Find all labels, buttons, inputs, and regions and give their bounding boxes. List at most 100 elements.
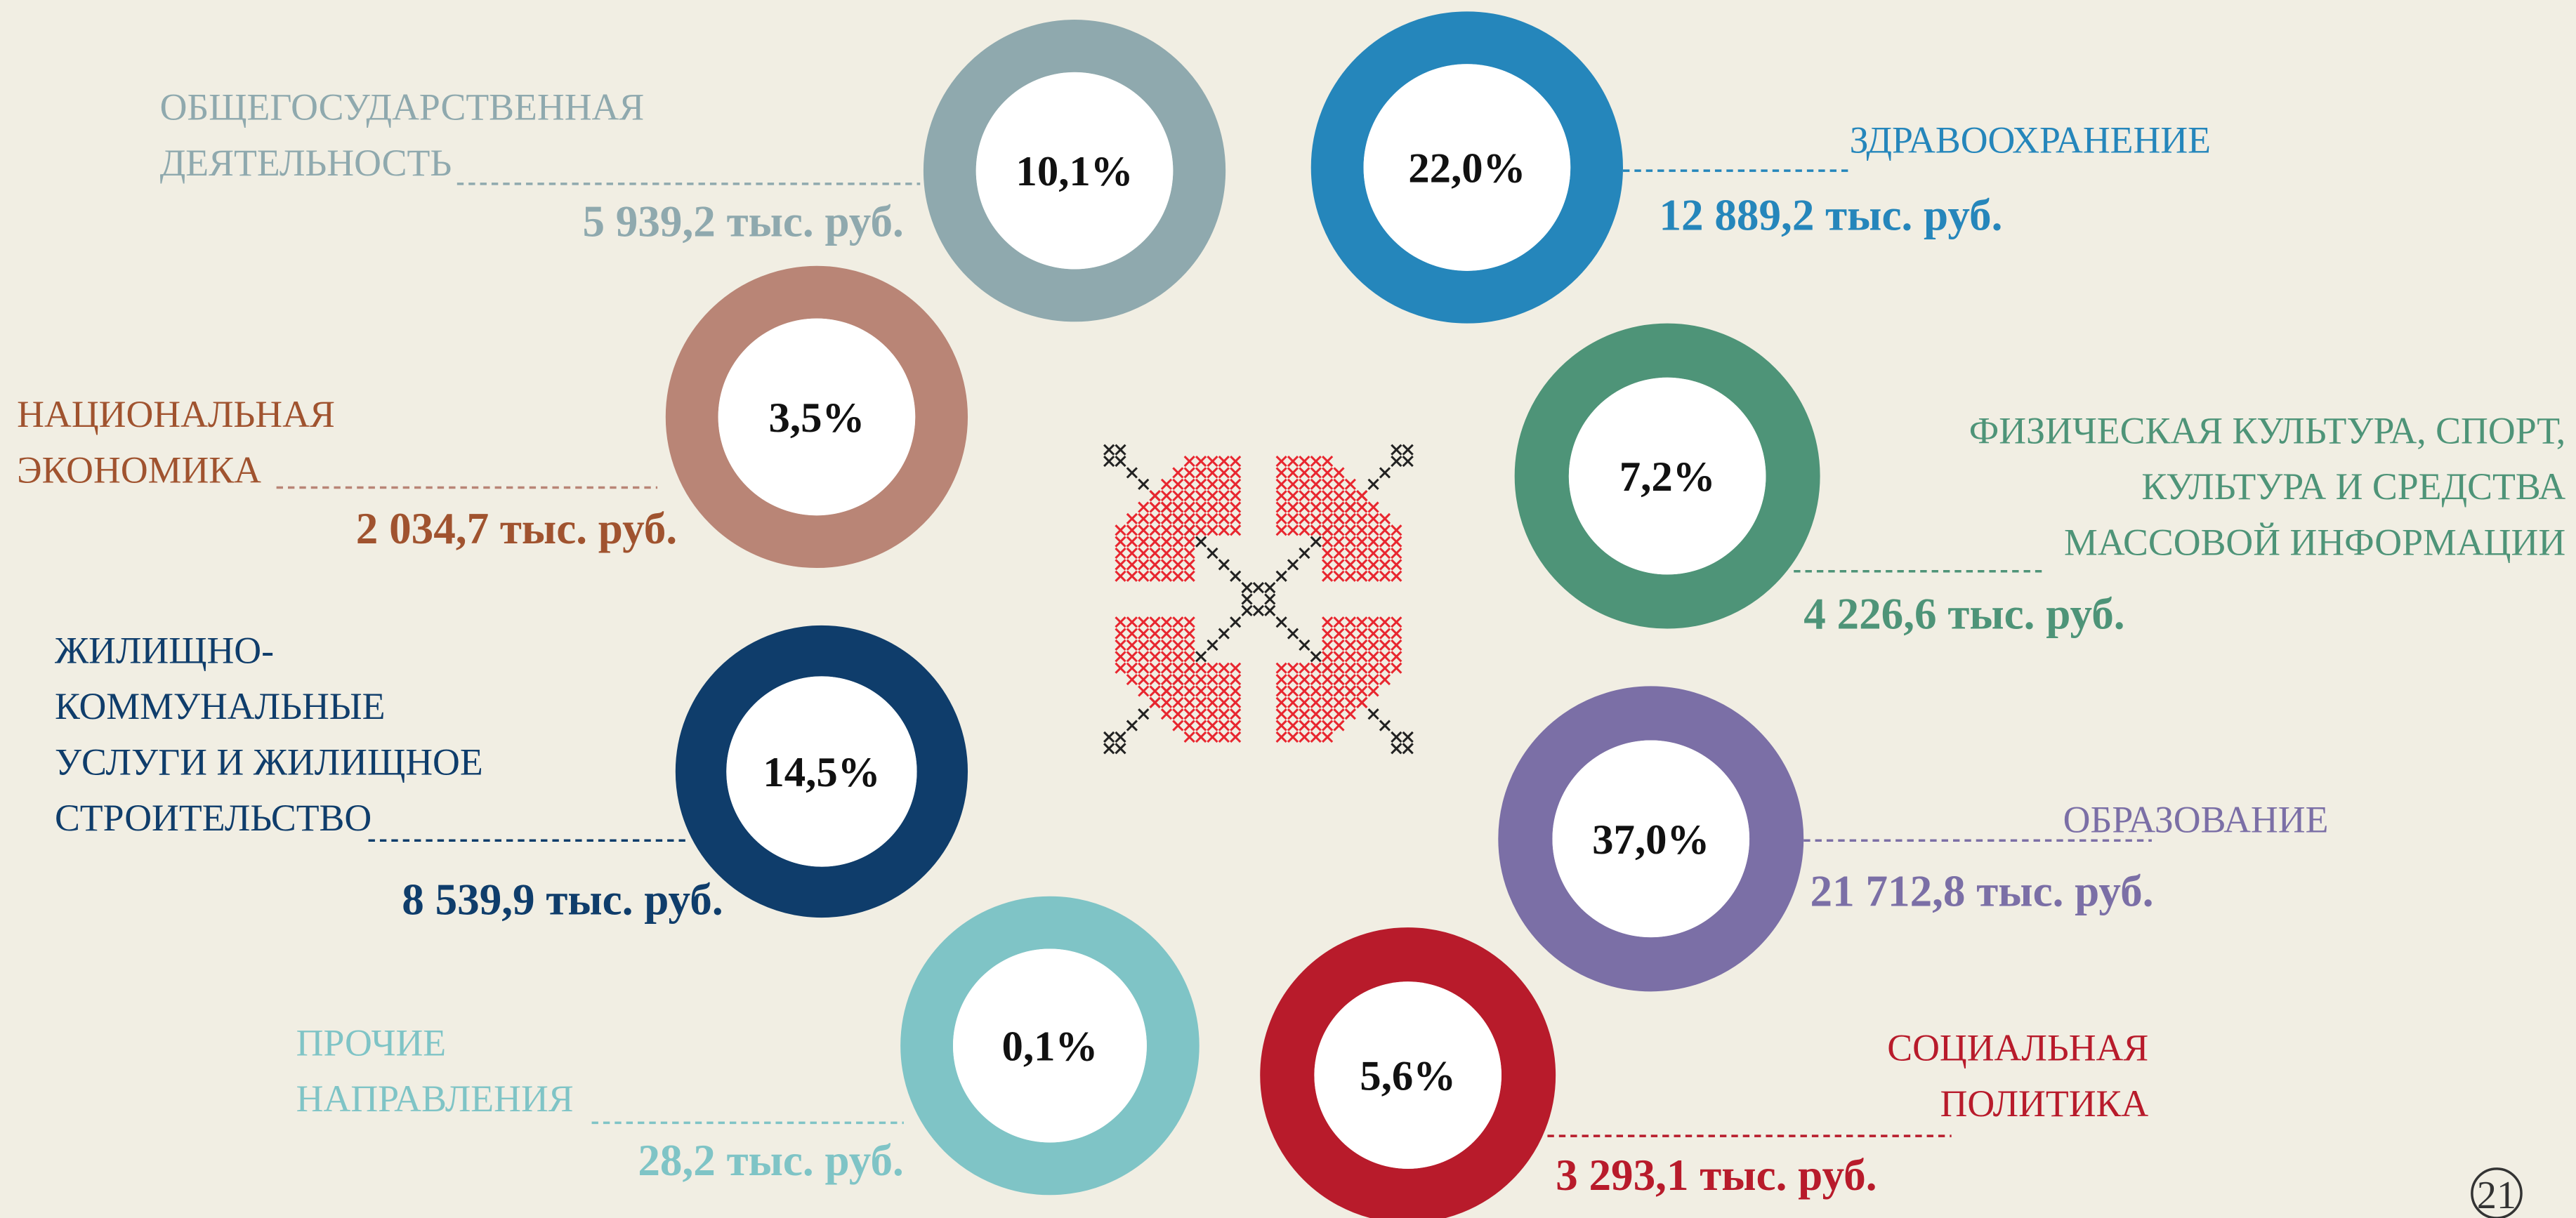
stitch xyxy=(1127,537,1137,547)
stitch xyxy=(1173,686,1183,696)
stitch xyxy=(1369,686,1379,696)
stitch xyxy=(1311,479,1321,489)
stitch xyxy=(1299,663,1309,673)
stitch xyxy=(1219,456,1229,466)
stitch xyxy=(1185,525,1195,535)
stitch xyxy=(1299,503,1309,512)
stitch xyxy=(1138,537,1148,547)
amount: 28,2 тыс. руб. xyxy=(638,1136,903,1185)
stitch xyxy=(1196,479,1206,489)
stitch xyxy=(1162,514,1171,524)
stitch xyxy=(1162,548,1171,558)
stitch xyxy=(1127,629,1137,639)
stitch xyxy=(1162,663,1171,673)
stitch xyxy=(1219,675,1229,684)
stitch xyxy=(1207,640,1217,650)
stitch xyxy=(1288,709,1298,719)
stitch xyxy=(1115,445,1125,455)
stitch xyxy=(1311,698,1321,708)
stitch xyxy=(1357,663,1367,673)
stitch xyxy=(1369,651,1379,661)
amount: 5 939,2 тыс. руб. xyxy=(582,197,903,246)
stitch xyxy=(1299,514,1309,524)
stitch xyxy=(1127,468,1137,477)
stitch xyxy=(1196,491,1206,501)
stitch xyxy=(1277,479,1287,489)
stitch xyxy=(1138,651,1148,661)
stitch xyxy=(1219,468,1229,477)
label: ЭКОНОМИКА xyxy=(17,449,261,491)
label: НАЦИОНАЛЬНАЯ xyxy=(17,393,335,435)
stitch xyxy=(1138,548,1148,558)
stitch xyxy=(1322,732,1332,742)
stitch xyxy=(1196,514,1206,524)
stitch xyxy=(1403,445,1413,455)
amount: 3 293,1 тыс. руб. xyxy=(1556,1151,1877,1200)
stitch xyxy=(1127,721,1137,731)
stitch xyxy=(1162,640,1171,650)
stitch xyxy=(1334,663,1343,673)
stitch xyxy=(1150,503,1160,512)
stitch xyxy=(1277,491,1287,501)
stitch xyxy=(1299,468,1309,477)
stitch xyxy=(1369,514,1379,524)
stitch xyxy=(1185,503,1195,512)
stitch xyxy=(1173,491,1183,501)
stitch xyxy=(1196,537,1206,547)
stitch xyxy=(1162,525,1171,535)
stitch xyxy=(1322,675,1332,684)
stitch xyxy=(1311,675,1321,684)
stitch xyxy=(1185,675,1195,684)
stitch xyxy=(1391,617,1401,627)
stitch xyxy=(1207,548,1217,558)
stitch xyxy=(1230,514,1240,524)
stitch xyxy=(1346,686,1355,696)
stitch xyxy=(1162,571,1171,581)
amount: 4 226,6 тыс. руб. xyxy=(1803,590,2124,639)
percent: 22,0% xyxy=(1408,145,1525,192)
page-number: 21 xyxy=(2477,1174,2516,1217)
stitch xyxy=(1288,491,1298,501)
stitch xyxy=(1173,571,1183,581)
stitch xyxy=(1254,606,1263,616)
stitch xyxy=(1150,629,1160,639)
stitch xyxy=(1219,629,1229,639)
stitch xyxy=(1391,525,1401,535)
stitch xyxy=(1127,617,1137,627)
stitch xyxy=(1230,456,1240,466)
stitch xyxy=(1346,548,1355,558)
stitch xyxy=(1173,514,1183,524)
stitch xyxy=(1380,537,1390,547)
stitch xyxy=(1196,675,1206,684)
stitch xyxy=(1357,640,1367,650)
stitch xyxy=(1162,686,1171,696)
stitch xyxy=(1162,617,1171,627)
stitch xyxy=(1173,479,1183,489)
stitch xyxy=(1288,663,1298,673)
label: ПОЛИТИКА xyxy=(1940,1083,2149,1125)
stitch xyxy=(1391,537,1401,547)
stitch xyxy=(1185,537,1195,547)
stitch xyxy=(1219,503,1229,512)
stitch xyxy=(1357,560,1367,569)
stitch xyxy=(1173,675,1183,684)
stitch xyxy=(1150,617,1160,627)
percent: 14,5% xyxy=(763,749,880,796)
stitch xyxy=(1138,514,1148,524)
stitch xyxy=(1207,732,1217,742)
stitch xyxy=(1369,525,1379,535)
stitch xyxy=(1277,468,1287,477)
stitch xyxy=(1380,640,1390,650)
stitch xyxy=(1322,503,1332,512)
stitch xyxy=(1207,491,1217,501)
stitch xyxy=(1138,503,1148,512)
stitch xyxy=(1369,548,1379,558)
stitch xyxy=(1138,571,1148,581)
stitch xyxy=(1185,514,1195,524)
stitch xyxy=(1150,525,1160,535)
stitch xyxy=(1115,640,1125,650)
label: ДЕЯТЕЛЬНОСТЬ xyxy=(160,142,452,184)
percent: 37,0% xyxy=(1592,816,1709,863)
stitch xyxy=(1311,456,1321,466)
stitch xyxy=(1150,651,1160,661)
